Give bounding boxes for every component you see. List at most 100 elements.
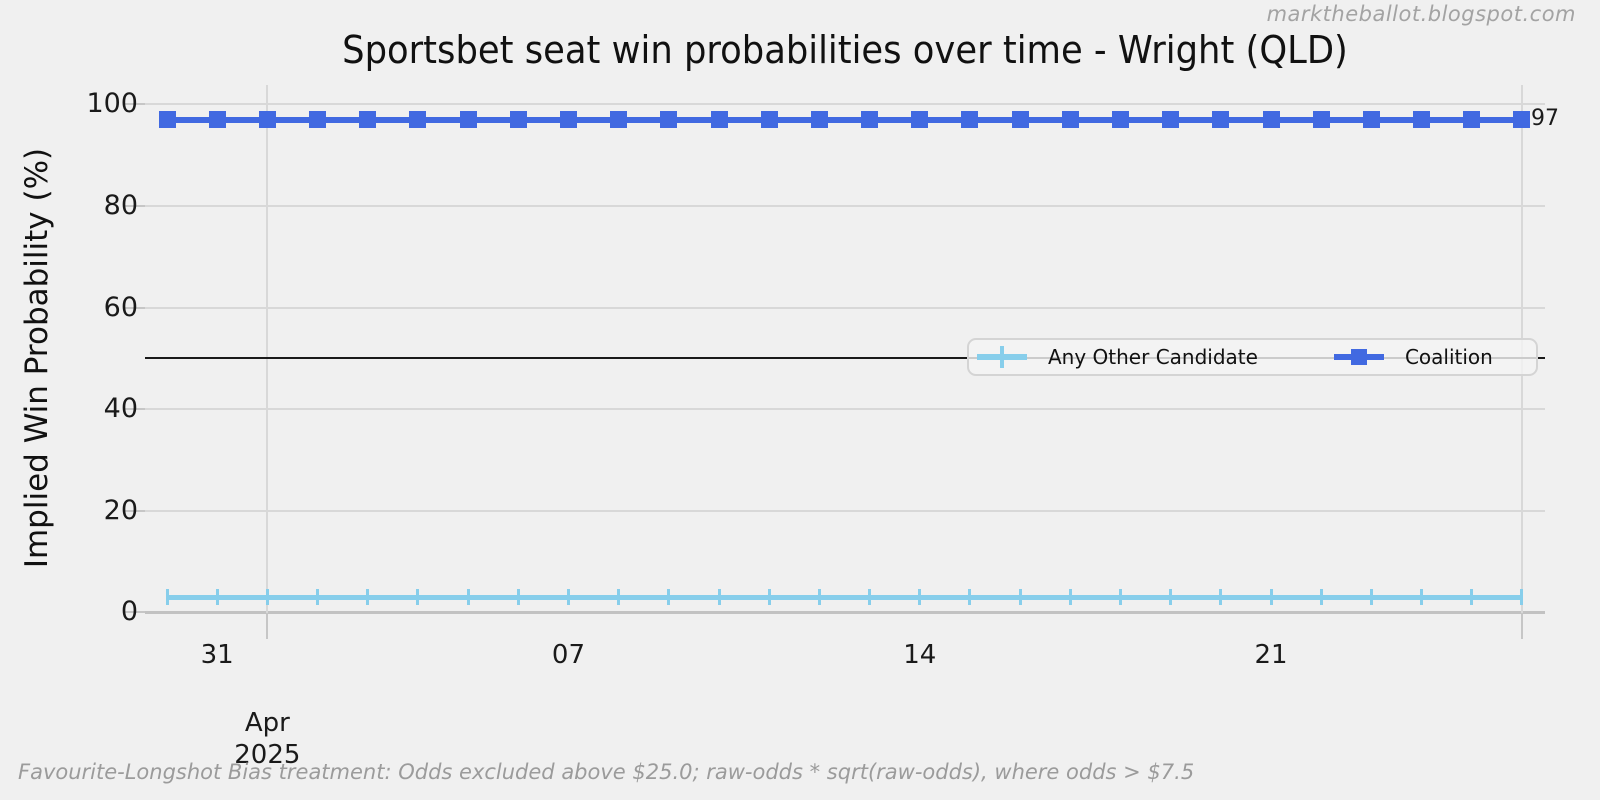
marker-tick-0-7	[516, 589, 520, 606]
marker-tick-0-20	[1169, 589, 1173, 606]
x-axis-year-label: 2025	[234, 740, 301, 770]
gridline-y-100	[145, 103, 1545, 106]
marker-square-1-10	[660, 111, 678, 129]
marker-tick-0-14	[868, 589, 872, 606]
marker-tick-0-26	[1470, 589, 1474, 606]
legend-entry-coalition: Coalition	[1333, 345, 1493, 369]
marker-tick-0-6	[466, 589, 470, 606]
legend-entry-any-other-candidate: Any Other Candidate	[977, 345, 1258, 369]
marker-square-1-15	[911, 111, 929, 129]
end-value-annotation: 97	[1530, 105, 1559, 131]
marker-square-1-17	[1011, 111, 1029, 129]
marker-tick-0-18	[1068, 589, 1072, 606]
marker-tick-0-15	[918, 589, 922, 606]
marker-square-1-16	[961, 111, 979, 129]
marker-tick-0-11	[717, 589, 721, 606]
marker-square-1-18	[1061, 111, 1079, 129]
marker-tick-0-19	[1119, 589, 1122, 606]
marker-tick-0-22	[1269, 589, 1273, 606]
legend-label-coalition: Coalition	[1404, 345, 1493, 369]
xtick-label-07: 07	[551, 640, 586, 670]
ytick-label-40: 40	[103, 393, 138, 425]
marker-square-1-19	[1112, 111, 1129, 129]
ytick-mark-80	[125, 204, 145, 207]
marker-square-1-5	[409, 111, 427, 129]
gridline-y-20	[145, 509, 1545, 512]
marker-tick-0-27	[1520, 589, 1524, 606]
marker-tick-0-12	[767, 589, 771, 606]
marker-tick-0-13	[817, 589, 821, 606]
chart-title: Sportsbet seat win probabilities over ti…	[342, 28, 1348, 72]
marker-square-1-25	[1413, 111, 1431, 129]
line-square-marker-icon	[1333, 345, 1384, 369]
xtick-label-14: 14	[903, 640, 937, 670]
marker-tick-0-10	[667, 589, 671, 606]
line-tick-marker-icon	[977, 345, 1027, 369]
marker-square-1-27	[1513, 111, 1531, 129]
ytick-mark-0	[125, 611, 145, 614]
marker-square-1-9	[610, 111, 628, 129]
ytick-mark-60	[125, 306, 145, 309]
marker-square-1-7	[509, 111, 527, 129]
marker-tick-0-25	[1420, 589, 1424, 606]
marker-tick-0-2	[265, 589, 269, 606]
series-line-0	[167, 594, 1522, 600]
marker-tick-0-9	[617, 589, 621, 606]
marker-tick-0-24	[1369, 589, 1373, 606]
legend: Any Other Candidate Coalition	[967, 338, 1538, 376]
xtick-label-31: 31	[200, 640, 234, 670]
x-axis-month-label: Apr	[244, 708, 290, 738]
ytick-label-100: 100	[86, 88, 138, 120]
marker-tick-0-21	[1219, 589, 1223, 606]
marker-tick-0-0	[165, 589, 169, 606]
marker-square-1-22	[1262, 111, 1280, 129]
gridline-y-40	[145, 408, 1545, 411]
marker-square-1-12	[760, 111, 778, 129]
marker-square-1-0	[158, 111, 176, 129]
xtick-month-mark-27	[1520, 613, 1523, 639]
gridline-y-0	[145, 611, 1545, 615]
marker-square-1-24	[1362, 111, 1380, 129]
marker-square-1-14	[861, 111, 879, 129]
marker-tick-0-5	[416, 589, 420, 606]
ytick-mark-40	[125, 408, 145, 411]
marker-tick-0-17	[1018, 589, 1022, 606]
plot-area	[125, 85, 1545, 639]
marker-square-1-26	[1463, 111, 1481, 129]
marker-square-1-2	[258, 111, 276, 129]
marker-square-1-8	[559, 111, 577, 129]
marker-tick-0-4	[366, 589, 370, 606]
marker-square-1-11	[710, 111, 728, 129]
series-line-1	[167, 116, 1522, 123]
marker-square-1-21	[1212, 111, 1230, 129]
xtick-label-21: 21	[1254, 640, 1288, 670]
watermark: marktheballot.blogspot.com	[1266, 2, 1576, 26]
marker-square-1-23	[1312, 111, 1330, 129]
ytick-label-80: 80	[103, 189, 138, 221]
marker-square-1-3	[309, 111, 327, 129]
marker-tick-0-8	[566, 589, 570, 606]
marker-square-1-6	[459, 111, 477, 129]
marker-tick-0-16	[968, 589, 972, 606]
gridline-y-60	[145, 306, 1545, 309]
ytick-mark-100	[125, 103, 145, 106]
legend-label-any-other-candidate: Any Other Candidate	[1048, 345, 1258, 369]
marker-square-1-20	[1162, 111, 1180, 129]
marker-tick-0-1	[215, 589, 219, 606]
ytick-label-0: 0	[120, 596, 138, 628]
xtick-month-mark-2	[266, 613, 269, 639]
reference-line-50pct	[145, 357, 1545, 360]
footer-note: Favourite-Longshot Bias treatment: Odds …	[18, 760, 1195, 784]
ytick-label-20: 20	[103, 494, 138, 526]
y-axis-label: Implied Win Probability (%)	[19, 147, 55, 569]
marker-square-1-1	[208, 111, 226, 129]
ytick-mark-20	[125, 509, 145, 512]
marker-tick-0-3	[316, 589, 320, 606]
gridline-y-80	[145, 204, 1545, 207]
gridline-month-day-2	[266, 85, 269, 613]
marker-tick-0-23	[1319, 589, 1323, 606]
marker-square-1-4	[359, 111, 377, 129]
ytick-label-60: 60	[103, 291, 138, 323]
marker-square-1-13	[810, 111, 828, 129]
